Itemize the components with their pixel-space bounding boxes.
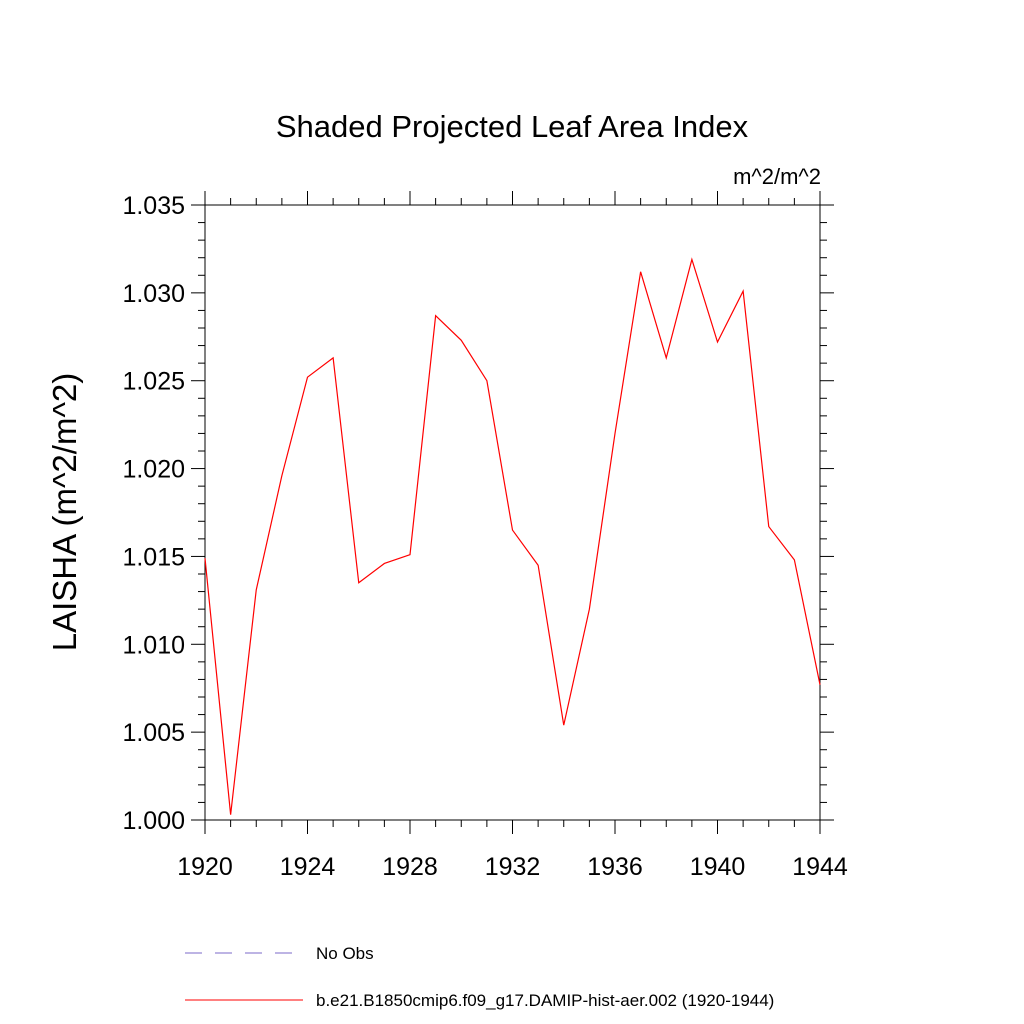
y-tick-label: 1.020	[122, 456, 185, 484]
units-label: m^2/m^2	[733, 164, 821, 189]
chart-title: Shaded Projected Leaf Area Index	[276, 109, 749, 144]
y-tick-label: 1.015	[122, 543, 185, 571]
y-tick-label: 1.025	[122, 368, 185, 396]
y-tick-label: 1.035	[122, 192, 185, 220]
y-tick-label: 1.030	[122, 280, 185, 308]
axis-tick-labels: 1920 1924 1928 1932 1936 1940 1944 1.000 1.005 1.…	[122, 192, 847, 881]
y-tick-label: 1.005	[122, 719, 185, 747]
y-tick-label: 1.010	[122, 631, 185, 659]
plot-frame	[204, 204, 821, 821]
legend-label-1: b.e21.B1850cmip6.f09_g17.DAMIP-hist-aer.…	[316, 991, 774, 1010]
series-line-0	[204, 257, 821, 815]
y-tick-label: 1.000	[122, 807, 185, 835]
series-layer	[204, 257, 821, 815]
axis-ticks	[191, 191, 834, 834]
legend-label-0: No Obs	[316, 944, 374, 963]
plot-border	[204, 204, 821, 821]
y-axis-label: LAISHA (m^2/m^2)	[46, 373, 83, 652]
x-tick-label: 1944	[792, 853, 848, 881]
x-tick-label: 1936	[587, 853, 643, 881]
legend: No Obs b.e21.B1850cmip6.f09_g17.DAMIP-his…	[185, 944, 774, 1010]
x-tick-label: 1924	[280, 853, 336, 881]
x-tick-label: 1920	[177, 853, 233, 881]
x-tick-label: 1940	[690, 853, 746, 881]
x-tick-label: 1928	[382, 853, 438, 881]
x-tick-label: 1932	[485, 853, 541, 881]
